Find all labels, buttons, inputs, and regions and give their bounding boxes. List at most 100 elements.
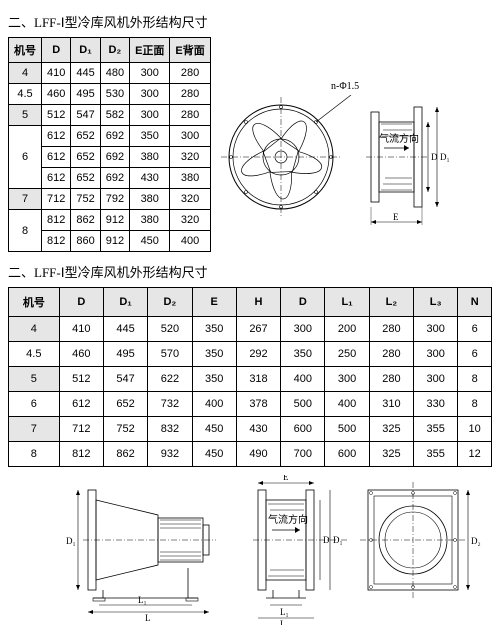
col-header: D [59, 288, 103, 317]
cell: 280 [170, 63, 210, 84]
svg-text:D₁: D₁ [66, 536, 76, 546]
cell: 355 [414, 417, 458, 442]
cell: 932 [148, 442, 192, 467]
cell: 622 [148, 367, 192, 392]
cell: 300 [130, 84, 170, 105]
cell: 6 [458, 342, 492, 367]
col-header: 机号 [9, 288, 60, 317]
col-header: D₁ [71, 38, 100, 63]
cell: 267 [236, 317, 280, 342]
row-label: 4.5 [9, 84, 42, 105]
row-label: 5 [9, 105, 42, 126]
cell: 292 [236, 342, 280, 367]
cell: 320 [170, 210, 210, 231]
cell: 712 [59, 417, 103, 442]
col-header: L₂ [369, 288, 413, 317]
cell: 300 [414, 367, 458, 392]
cell: 652 [71, 147, 100, 168]
cell: 912 [100, 231, 129, 252]
cell: 512 [42, 105, 71, 126]
row-label: 4 [9, 317, 60, 342]
cell: 350 [192, 342, 236, 367]
cell: 652 [71, 126, 100, 147]
cell: 792 [100, 189, 129, 210]
cell: 300 [170, 126, 210, 147]
row-label: 8 [9, 210, 42, 252]
cell: 10 [458, 417, 492, 442]
col-header: D [281, 288, 325, 317]
col-header: E正面 [130, 38, 170, 63]
hole-label: n-Φ1.5 [331, 81, 359, 92]
cell: 652 [71, 168, 100, 189]
row-label: 8 [9, 442, 60, 467]
cell: 430 [130, 168, 170, 189]
cell: 280 [170, 105, 210, 126]
section1-title: 二、LFF-Ⅰ型冷库风机外形结构尺寸 [8, 12, 500, 31]
cell: 410 [42, 63, 71, 84]
svg-text:L: L [145, 613, 151, 623]
cell: 500 [325, 417, 369, 442]
cell: 318 [236, 367, 280, 392]
cell: 752 [71, 189, 100, 210]
cell: 8 [458, 392, 492, 417]
cell: 445 [103, 317, 147, 342]
svg-text:D₁: D₁ [333, 535, 343, 545]
cell: 300 [281, 317, 325, 342]
svg-text:D: D [323, 535, 330, 545]
col-header: L₁ [325, 288, 369, 317]
cell: 380 [130, 189, 170, 210]
cell: 692 [100, 126, 129, 147]
cell: 692 [100, 168, 129, 189]
cell: 832 [148, 417, 192, 442]
cell: 530 [100, 84, 129, 105]
cell: 500 [281, 392, 325, 417]
cell: 692 [100, 147, 129, 168]
col-header: 机号 [9, 38, 42, 63]
cell: 330 [414, 392, 458, 417]
col-header: D₂ [100, 38, 129, 63]
cell: 512 [59, 367, 103, 392]
svg-text:L₁: L₁ [138, 595, 147, 605]
cell: 6 [458, 317, 492, 342]
cell: 612 [42, 168, 71, 189]
cell: 310 [369, 392, 413, 417]
cell: 450 [192, 417, 236, 442]
cell: 712 [42, 189, 71, 210]
cell: 325 [369, 442, 413, 467]
svg-text:L₂: L₂ [280, 619, 289, 625]
cell: 495 [71, 84, 100, 105]
col-header: D₂ [148, 288, 192, 317]
cell: 862 [103, 442, 147, 467]
cell: 250 [325, 342, 369, 367]
cell: 612 [42, 126, 71, 147]
cell: 612 [42, 147, 71, 168]
cell: 445 [71, 63, 100, 84]
cell: 430 [236, 417, 280, 442]
cell: 450 [192, 442, 236, 467]
cell: 325 [369, 417, 413, 442]
row-label: 6 [9, 126, 42, 189]
cell: 410 [59, 317, 103, 342]
col-header: D [42, 38, 71, 63]
cell: 400 [281, 367, 325, 392]
cell: 300 [325, 367, 369, 392]
svg-text:D₂: D₂ [471, 536, 481, 546]
cell: 380 [130, 210, 170, 231]
cell: 200 [325, 317, 369, 342]
cell: 495 [103, 342, 147, 367]
cell: 400 [192, 392, 236, 417]
cell: 400 [325, 392, 369, 417]
cell: 378 [236, 392, 280, 417]
col-header: E背面 [170, 38, 210, 63]
cell: 652 [103, 392, 147, 417]
cell: 460 [59, 342, 103, 367]
cell: 582 [100, 105, 129, 126]
cell: 350 [281, 342, 325, 367]
cell: 450 [130, 231, 170, 252]
cell: 862 [71, 210, 100, 231]
cell: 612 [59, 392, 103, 417]
cell: 460 [42, 84, 71, 105]
col-header: D₁ [103, 288, 147, 317]
svg-text:E: E [283, 475, 289, 482]
col-header: H [236, 288, 280, 317]
